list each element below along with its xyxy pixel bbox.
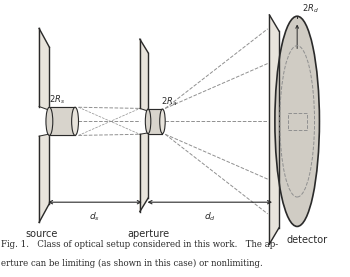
Text: Fig. 1.   Class of optical setup considered in this work.   The ap-: Fig. 1. Class of optical setup considere… <box>1 240 278 249</box>
Polygon shape <box>270 15 279 244</box>
Ellipse shape <box>275 16 320 226</box>
Polygon shape <box>39 28 49 110</box>
Text: source: source <box>26 229 58 239</box>
Text: detector: detector <box>287 235 328 245</box>
Polygon shape <box>39 134 49 222</box>
Polygon shape <box>49 107 75 135</box>
Ellipse shape <box>160 109 165 134</box>
Text: $d_s$: $d_s$ <box>90 210 100 223</box>
Text: erture can be limiting (as shown in this case) or nonlimiting.: erture can be limiting (as shown in this… <box>1 259 262 268</box>
Ellipse shape <box>145 109 151 134</box>
Text: aperture: aperture <box>127 229 169 239</box>
Text: $2R_s$: $2R_s$ <box>49 93 65 106</box>
Text: $2R_a$: $2R_a$ <box>161 95 178 108</box>
Polygon shape <box>140 39 148 111</box>
Polygon shape <box>148 109 162 134</box>
Ellipse shape <box>72 107 78 135</box>
Polygon shape <box>140 133 148 212</box>
Text: $d_d$: $d_d$ <box>204 210 216 223</box>
Text: $2R_d$: $2R_d$ <box>302 2 319 15</box>
Ellipse shape <box>46 107 53 135</box>
